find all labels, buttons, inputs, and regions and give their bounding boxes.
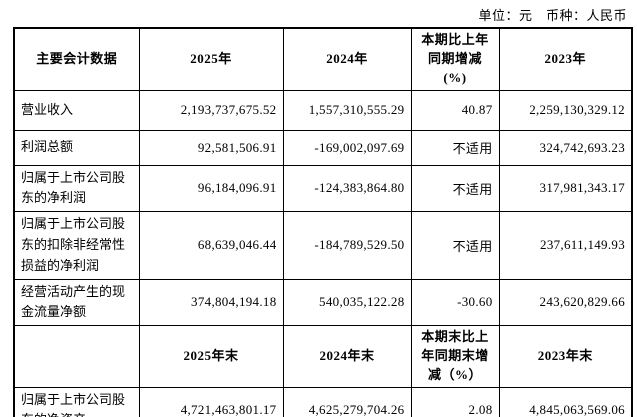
- value-2024-cell: 540,035,122.28: [282, 278, 412, 327]
- year-end-change-header: 本期末比上 年同期末增 减（%）: [410, 325, 500, 388]
- metric-label-cell: 经营活动产生的现金流量净额: [13, 278, 140, 327]
- value-2023-cell: 4,845,063,569.06: [498, 386, 633, 417]
- value-2024-cell: 1,557,310,555.29: [282, 89, 412, 131]
- table-row-net-profit-excluding-nonrecurring: 归属于上市公司股东的扣除非经常性损益的净利润 68,639,046.44 -18…: [13, 211, 633, 280]
- metric-label-cell: 归属于上市公司股东的净资产: [13, 386, 140, 417]
- table-row-operating-cash-flow: 经营活动产生的现金流量净额 374,804,194.18 540,035,122…: [13, 278, 633, 327]
- metric-label-cell: 归属于上市公司股东的净利润: [13, 164, 140, 213]
- table-row-total-profit: 利润总额 92,581,506.91 -169,002,097.69 不适用 3…: [13, 129, 633, 166]
- year-end-header-row: 2025年末 2024年末 本期末比上 年同期末增 减（%） 2023年末: [13, 325, 633, 388]
- value-2023-cell: 2,259,130,329.12: [498, 89, 633, 131]
- change-cell: 2.08: [410, 386, 500, 417]
- year-2024-header: 2024年: [282, 27, 412, 91]
- value-2025-cell: 68,639,046.44: [138, 211, 284, 280]
- year-end-2025-header: 2025年末: [138, 325, 284, 388]
- change-cell: 不适用: [410, 164, 500, 213]
- table-row-operating-revenue: 营业收入 2,193,737,675.52 1,557,310,555.29 4…: [13, 89, 633, 131]
- value-2025-cell: 374,804,194.18: [138, 278, 284, 327]
- year-end-2024-header: 2024年末: [282, 325, 412, 388]
- year-2025-header: 2025年: [138, 27, 284, 91]
- value-2023-cell: 243,620,829.66: [498, 278, 633, 327]
- value-2024-cell: -169,002,097.69: [282, 129, 412, 166]
- yoy-change-header: 本期比上年 同期增减 (%): [410, 27, 500, 91]
- value-2023-cell: 324,742,693.23: [498, 129, 633, 166]
- unit-currency-label: 单位：元 币种：人民币: [478, 8, 627, 23]
- value-2025-cell: 96,184,096.91: [138, 164, 284, 213]
- value-2025-cell: 4,721,463,801.17: [138, 386, 284, 417]
- value-2025-cell: 92,581,506.91: [138, 129, 284, 166]
- key-accounting-data-table: 主要会计数据 2025年 2024年 本期比上年 同期增减 (%) 2023年 …: [13, 27, 633, 417]
- change-cell: 不适用: [410, 211, 500, 280]
- table-row-net-assets-attributable: 归属于上市公司股东的净资产 4,721,463,801.17 4,625,279…: [13, 386, 633, 417]
- change-cell: 40.87: [410, 89, 500, 131]
- annual-header-row: 主要会计数据 2025年 2024年 本期比上年 同期增减 (%) 2023年: [13, 27, 633, 91]
- value-2023-cell: 317,981,343.17: [498, 164, 633, 213]
- table-row-net-profit-attributable: 归属于上市公司股东的净利润 96,184,096.91 -124,383,864…: [13, 164, 633, 213]
- value-2024-cell: -124,383,864.80: [282, 164, 412, 213]
- year-end-2023-header: 2023年末: [498, 325, 633, 388]
- value-2024-cell: -184,789,529.50: [282, 211, 412, 280]
- value-2023-cell: 237,611,149.93: [498, 211, 633, 280]
- metric-label-cell: 营业收入: [13, 89, 140, 131]
- metric-column-header: 主要会计数据: [13, 27, 140, 91]
- metric-label-cell: 归属于上市公司股东的扣除非经常性损益的净利润: [13, 211, 140, 280]
- change-cell: -30.60: [410, 278, 500, 327]
- change-cell: 不适用: [410, 129, 500, 166]
- empty-header-cell: [13, 325, 140, 388]
- value-2024-cell: 4,625,279,704.26: [282, 386, 412, 417]
- year-2023-header: 2023年: [498, 27, 633, 91]
- metric-label-cell: 利润总额: [13, 129, 140, 166]
- value-2025-cell: 2,193,737,675.52: [138, 89, 284, 131]
